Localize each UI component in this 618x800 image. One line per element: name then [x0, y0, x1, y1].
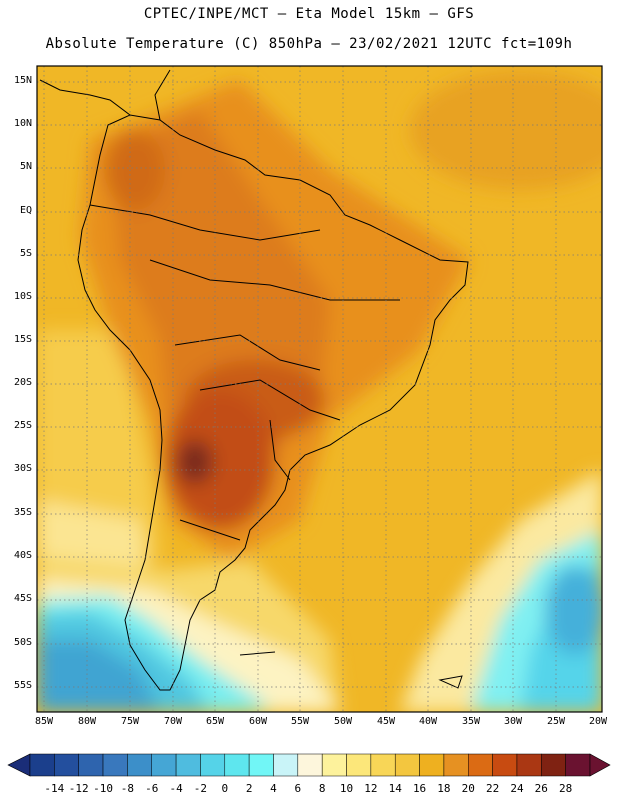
- map-frame: [36, 65, 603, 713]
- colorbar-tick-label: -14: [44, 782, 65, 795]
- colorbar-swatch: [102, 753, 128, 777]
- latitude-label: 15S: [13, 334, 32, 345]
- colorbar-swatch: [297, 753, 323, 777]
- colorbar-swatch: [541, 753, 566, 777]
- colorbar-tick-label: -4: [169, 782, 183, 795]
- colorbar-swatch: [200, 753, 226, 777]
- latitude-label: 5S: [19, 248, 32, 259]
- colorbar-swatch: [443, 753, 469, 777]
- latitude-label: 25S: [13, 420, 32, 431]
- latitude-label: 10S: [13, 291, 32, 302]
- latitude-label: 40S: [13, 550, 32, 561]
- colorbar-swatch: [492, 753, 518, 777]
- colorbar-tick-label: 20: [461, 782, 475, 795]
- colorbar-swatch: [321, 753, 347, 777]
- longitude-label: 75W: [120, 716, 140, 727]
- colorbar-tick-label: 28: [559, 782, 573, 795]
- longitude-label: 55W: [290, 716, 310, 727]
- latitude-label: 15N: [13, 75, 32, 86]
- longitude-label: 20W: [588, 716, 608, 727]
- longitude-label: 40W: [418, 716, 438, 727]
- colorbar-swatch: [78, 753, 104, 777]
- latitude-label: 30S: [13, 463, 32, 474]
- colorbar-swatch: [224, 753, 250, 777]
- chart-title-line-1: CPTEC/INPE/MCT – Eta Model 15km – GFS: [143, 6, 475, 22]
- color-scale-bar: [7, 753, 611, 777]
- longitude-label: 65W: [205, 716, 225, 727]
- colorbar-tick-label: 10: [339, 782, 354, 795]
- colorbar-swatch: [346, 753, 372, 777]
- colorbar-tick-label: 22: [485, 782, 500, 795]
- colorbar-tick-label: -2: [193, 782, 208, 795]
- colorbar-swatch: [370, 753, 396, 777]
- colorbar-swatch: [29, 753, 55, 777]
- longitude-label: 85W: [34, 716, 54, 727]
- longitude-label: 30W: [503, 716, 523, 727]
- colorbar-tick-label: 26: [534, 782, 548, 795]
- colorbar-swatch: [419, 753, 445, 777]
- colorbar-tick-label: -10: [93, 782, 113, 795]
- map-field: [37, 66, 602, 712]
- coastlines: [39, 69, 469, 691]
- colorbar-tick-label: 8: [318, 782, 326, 795]
- colorbar-swatch: [468, 753, 493, 777]
- colorbar-arrow-high: [589, 753, 611, 777]
- colorbar-swatch: [273, 753, 299, 777]
- latitude-label: 20S: [13, 377, 32, 388]
- colorbar-arrow-low: [7, 753, 31, 777]
- latitude-label: 35S: [13, 507, 32, 518]
- colorbar-tick-label: 24: [510, 782, 524, 795]
- colorbar-tick-label: 14: [388, 782, 402, 795]
- longitude-label: 45W: [376, 716, 396, 727]
- colorbar-swatch: [54, 753, 79, 777]
- latitude-label: 50S: [13, 637, 32, 648]
- chart-title-line-2: Absolute Temperature (C) 850hPa – 23/02/…: [45, 36, 573, 52]
- colorbar-swatch: [248, 753, 274, 777]
- colorbar-tick-label: -8: [120, 782, 135, 795]
- longitude-label: 25W: [546, 716, 566, 727]
- colorbar-swatch: [175, 753, 201, 777]
- colorbar-tick-label: 4: [270, 782, 277, 795]
- longitude-label: 35W: [461, 716, 481, 727]
- longitude-label: 60W: [248, 716, 268, 727]
- longitude-label: 50W: [333, 716, 353, 727]
- colorbar-tick-label: 12: [364, 782, 378, 795]
- latitude-label: 45S: [13, 593, 32, 604]
- colorbar-tick-label: 18: [437, 782, 451, 795]
- latitude-label: EQ: [19, 205, 32, 216]
- colorbar-tick-label: 0: [221, 782, 229, 795]
- colorbar-swatch: [151, 753, 177, 777]
- latitude-label: 10N: [13, 118, 32, 129]
- colorbar-tick-label: -6: [145, 782, 159, 795]
- colorbar-tick-label: 16: [412, 782, 427, 795]
- longitude-label: 70W: [163, 716, 183, 727]
- colorbar-tick-label: -12: [68, 782, 89, 795]
- longitude-label: 80W: [77, 716, 97, 727]
- colorbar-swatch: [394, 753, 420, 777]
- colorbar-tick-label: 2: [245, 782, 253, 795]
- latitude-label: 5N: [19, 161, 32, 172]
- latitude-label: 55S: [13, 680, 32, 691]
- colorbar-swatch: [565, 753, 591, 777]
- colorbar-swatch: [516, 753, 542, 777]
- colorbar-swatch: [127, 753, 152, 777]
- colorbar-tick-label: 6: [294, 782, 302, 795]
